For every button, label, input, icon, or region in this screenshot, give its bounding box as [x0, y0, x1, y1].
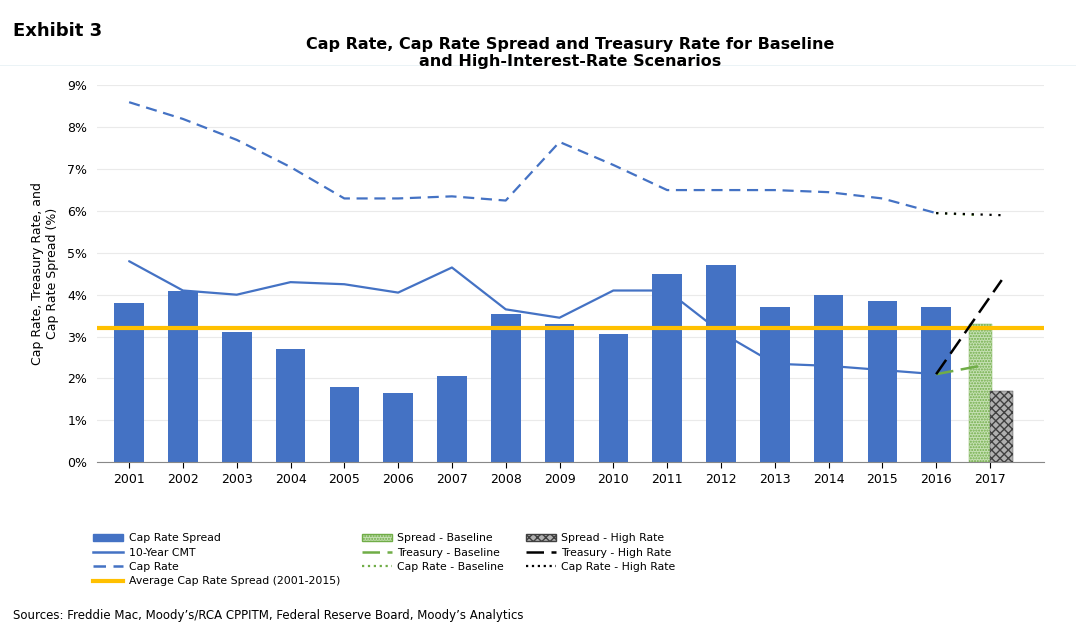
Bar — [168, 291, 198, 462]
Bar — [491, 313, 521, 462]
Bar — [114, 303, 144, 462]
Bar — [437, 376, 467, 462]
Text: Exhibit 3: Exhibit 3 — [13, 22, 102, 40]
Bar — [544, 324, 575, 462]
Bar — [275, 349, 306, 462]
Bar — [652, 274, 682, 462]
Bar — [383, 393, 413, 462]
Bar — [991, 391, 1014, 462]
Bar — [760, 307, 790, 462]
Bar — [813, 295, 844, 462]
Y-axis label: Cap Rate, Treasury Rate, and
Cap Rate Spread (%): Cap Rate, Treasury Rate, and Cap Rate Sp… — [31, 182, 59, 365]
Legend: Cap Rate Spread, 10-Year CMT, Cap Rate, Average Cap Rate Spread (2001-2015), Spr: Cap Rate Spread, 10-Year CMT, Cap Rate, … — [93, 534, 676, 586]
Title: Cap Rate, Cap Rate Spread and Treasury Rate for Baseline
and High-Interest-Rate : Cap Rate, Cap Rate Spread and Treasury R… — [306, 37, 835, 69]
Bar — [867, 301, 897, 462]
Text: Sources: Freddie Mac, Moody’s/RCA CPPITM, Federal Reserve Board, Moody’s Analyti: Sources: Freddie Mac, Moody’s/RCA CPPITM… — [13, 608, 523, 622]
Bar — [329, 387, 359, 462]
Bar — [598, 334, 628, 462]
Bar — [222, 332, 252, 462]
Bar — [921, 307, 951, 462]
Bar — [968, 324, 991, 462]
Bar — [706, 265, 736, 462]
